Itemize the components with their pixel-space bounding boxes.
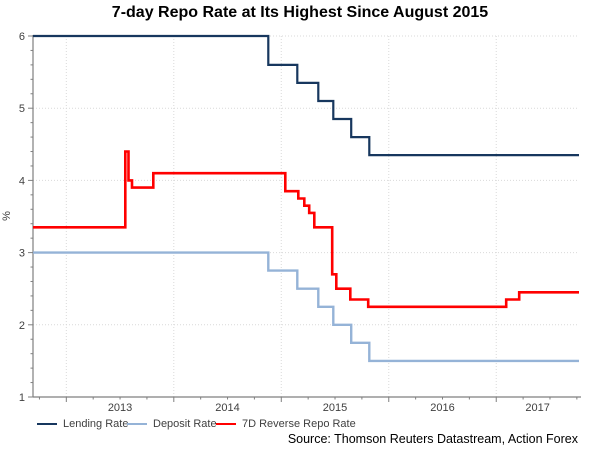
gridlines [33,35,579,397]
reverse-repo-rate-line-swatch [216,422,236,426]
source-attribution: Source: Thomson Reuters Datastream, Acti… [287,432,578,446]
chart-legend: Lending Rate Deposit Rate 7D Reverse Rep… [0,418,600,432]
lending-rate-line-swatch [37,422,57,426]
svg-text:2015: 2015 [323,402,347,414]
axis-tick-labels: 1 2 3 4 5 6 2013 2014 2015 2016 2017 [19,31,550,414]
legend-label-deposit-rate: Deposit Rate [153,418,217,430]
svg-text:2017: 2017 [525,402,549,414]
deposit-rate-line-swatch [127,422,147,426]
svg-text:1: 1 [19,392,25,404]
series-line-lending-rate [33,34,579,157]
svg-text:5: 5 [19,103,25,115]
svg-text:4: 4 [19,175,25,187]
legend-item-deposit-rate: Deposit Rate [127,418,217,430]
axis-ticks [28,35,578,402]
chart-title: 7-day Repo Rate at Its Highest Since Aug… [111,4,489,21]
legend-item-lending-rate: Lending Rate [37,418,128,430]
svg-text:2016: 2016 [430,402,454,414]
legend-item-reverse-repo-rate: 7D Reverse Repo Rate [216,418,356,430]
svg-text:3: 3 [19,248,25,260]
axes [32,35,581,398]
svg-text:2014: 2014 [215,402,239,414]
series-line-7d-reverse-repo-rate [33,150,579,309]
legend-label-reverse-repo-rate: 7D Reverse Repo Rate [242,418,356,430]
svg-text:2013: 2013 [108,402,132,414]
svg-text:2: 2 [19,320,25,332]
svg-text:6: 6 [19,31,25,43]
series-line-deposit-rate [33,251,579,363]
legend-label-lending-rate: Lending Rate [63,418,129,430]
